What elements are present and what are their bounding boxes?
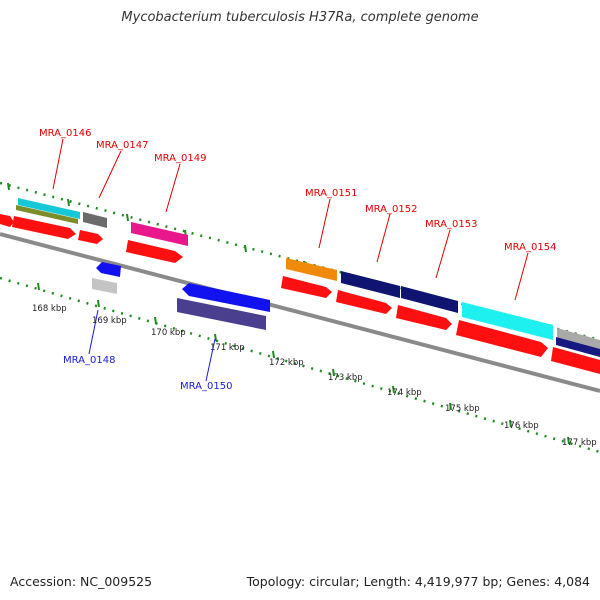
cds-arrow: [0, 214, 14, 227]
gene-box-0148-gray: [92, 278, 117, 294]
cds-arrow: [281, 276, 332, 298]
gene-box-0151-orange: [286, 258, 337, 281]
cds-arrow-reverse: [96, 262, 121, 277]
scale-label: 177 kbp: [562, 438, 597, 448]
gene-box-0146-olive: [16, 205, 78, 224]
gene-box-0150-slate: [177, 298, 266, 330]
cds-arrow: [551, 347, 600, 374]
cds-arrow-reverse: [182, 283, 270, 312]
scale-label: 174 kbp: [387, 388, 422, 398]
gene-box-0149-pink: [131, 222, 188, 246]
tick-mark: [214, 333, 217, 342]
cds-arrow: [456, 320, 548, 357]
genome-backbone: [0, 232, 600, 393]
gene-box-0152-navy: [341, 271, 400, 298]
cds-arrow: [396, 305, 452, 330]
gene-label: MRA_0154: [504, 242, 556, 253]
map-title: Mycobacterium tuberculosis H37Ra, comple…: [121, 10, 479, 25]
cds-arrow: [78, 230, 103, 244]
gene-label: MRA_0147: [96, 140, 148, 151]
tick-mark: [97, 299, 100, 308]
cds-arrow: [12, 216, 76, 239]
gene-box-0146-cyan: [18, 198, 80, 219]
tick-mark: [154, 316, 157, 325]
tick-mark: [509, 419, 512, 428]
gene-labels: MRA_0146 MRA_0147 MRA_0149 MRA_0151 MRA_…: [39, 128, 556, 392]
gene-label: MRA_0148: [63, 355, 115, 366]
scale-ticks: [37, 282, 570, 445]
scale-label: 173 kbp: [328, 373, 363, 383]
gene-box-0153-navy: [401, 286, 458, 313]
gene-label: MRA_0150: [180, 381, 232, 392]
scale-label: 172 kbp: [269, 358, 304, 368]
gene-box-navy-right: [556, 337, 600, 357]
gene-label: MRA_0152: [365, 204, 417, 215]
cds-arrow: [336, 290, 392, 314]
scale-label: 168 kbp: [32, 304, 67, 314]
tick-mark: [449, 402, 452, 411]
feature-blocks: [0, 198, 600, 374]
topology-text: Topology: circular; Length: 4,419,977 bp…: [246, 574, 590, 589]
tick-mark: [332, 368, 335, 377]
scale-labels: 168 kbp 169 kbp 170 kbp 171 kbp 172 kbp …: [32, 304, 597, 448]
gene-box-0147-gray: [83, 212, 107, 228]
tick-mark: [37, 282, 40, 291]
gene-box-0154-cyan: [462, 302, 553, 340]
tick-mark: [392, 385, 395, 394]
label-leaders: [52, 138, 529, 382]
accession-text: Accession: NC_009525: [10, 574, 153, 589]
tick-mark: [567, 436, 570, 445]
scale-label: 175 kbp: [445, 404, 480, 414]
scale-label: 171 kbp: [210, 343, 245, 353]
gene-label: MRA_0151: [305, 188, 357, 199]
gene-box-gray-right: [557, 328, 600, 350]
cds-arrow: [126, 240, 183, 263]
gene-label: MRA_0146: [39, 128, 91, 139]
gene-label: MRA_0153: [425, 219, 477, 230]
gene-label: MRA_0149: [154, 153, 206, 164]
scale-label: 169 kbp: [92, 316, 127, 326]
scale-label: 176 kbp: [504, 421, 539, 431]
tick-mark: [272, 350, 275, 359]
scale-label: 170 kbp: [151, 328, 186, 338]
